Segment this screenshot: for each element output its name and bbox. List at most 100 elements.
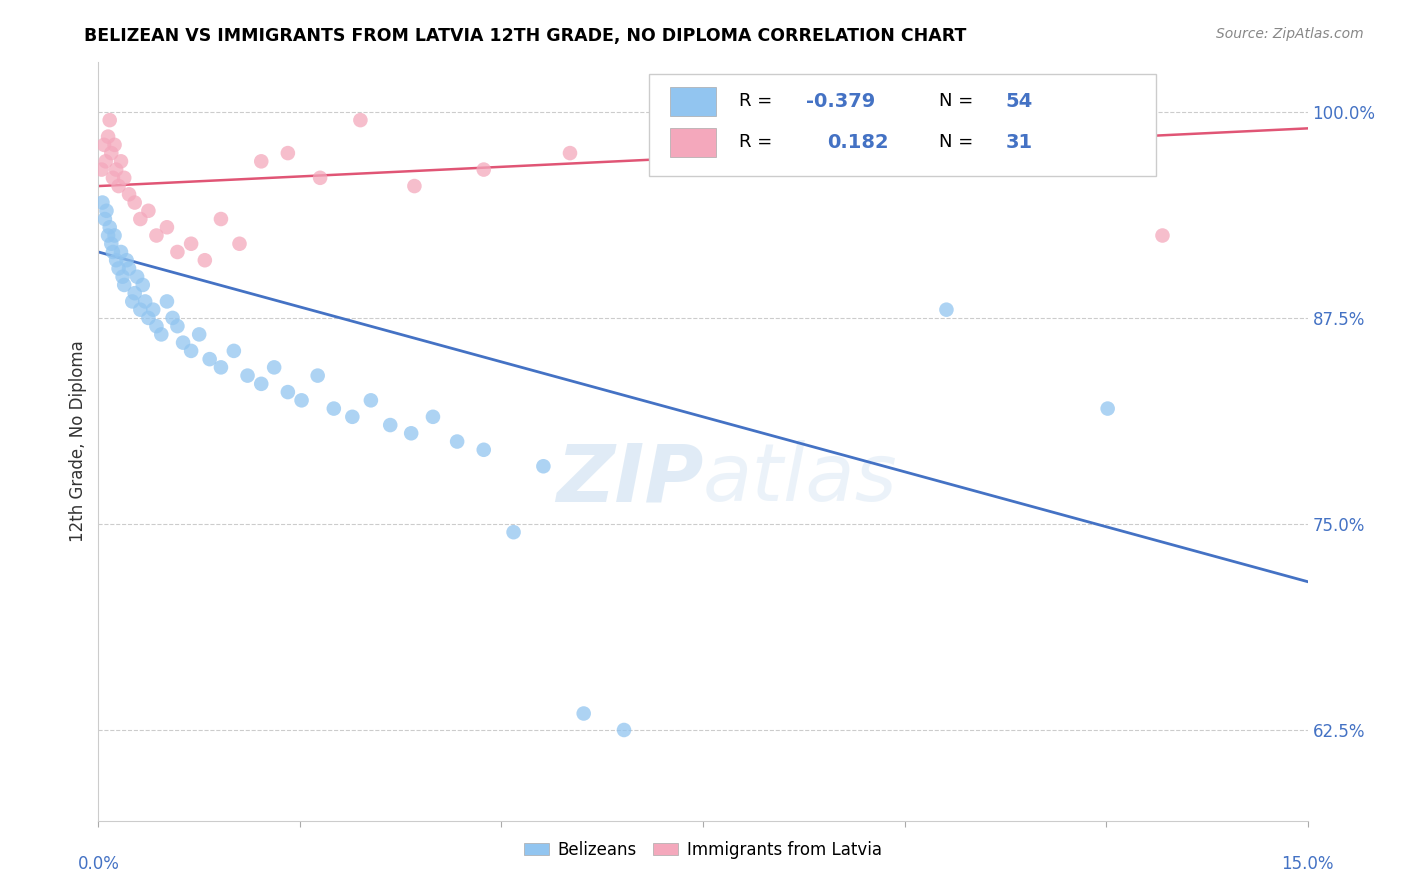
- Point: [156, 220, 179, 235]
- Point: [502, 525, 524, 540]
- Point: [404, 179, 426, 194]
- Text: 0.182: 0.182: [828, 133, 889, 152]
- Point: [110, 244, 132, 259]
- Text: N =: N =: [939, 92, 979, 110]
- Point: [558, 146, 581, 161]
- Point: [105, 162, 128, 177]
- Point: [422, 409, 444, 424]
- Point: [472, 442, 495, 457]
- Point: [121, 294, 143, 309]
- Point: [188, 327, 211, 342]
- Point: [228, 236, 250, 251]
- Point: [180, 343, 202, 358]
- Point: [129, 212, 152, 227]
- Point: [935, 302, 957, 317]
- Text: ZIP: ZIP: [555, 441, 703, 518]
- Point: [112, 170, 135, 185]
- Point: [100, 146, 122, 161]
- Text: R =: R =: [740, 133, 779, 151]
- Point: [399, 426, 422, 441]
- Point: [107, 261, 129, 276]
- Point: [93, 137, 115, 152]
- Point: [118, 261, 141, 276]
- Point: [103, 137, 125, 152]
- Point: [132, 277, 155, 292]
- Point: [209, 360, 232, 375]
- Point: [156, 294, 179, 309]
- Text: N =: N =: [939, 133, 979, 151]
- Point: [172, 335, 194, 350]
- Point: [250, 154, 273, 169]
- Point: [142, 302, 165, 317]
- Text: Source: ZipAtlas.com: Source: ZipAtlas.com: [1216, 27, 1364, 41]
- FancyBboxPatch shape: [671, 128, 716, 157]
- Point: [360, 393, 382, 408]
- Text: 15.0%: 15.0%: [1281, 855, 1334, 873]
- Legend: Belizeans, Immigrants from Latvia: Belizeans, Immigrants from Latvia: [517, 834, 889, 865]
- Point: [129, 302, 152, 317]
- Point: [134, 294, 156, 309]
- Point: [91, 195, 114, 210]
- Point: [97, 228, 120, 243]
- Y-axis label: 12th Grade, No Diploma: 12th Grade, No Diploma: [69, 341, 87, 542]
- Point: [96, 203, 118, 218]
- Point: [98, 220, 121, 235]
- Point: [145, 228, 167, 243]
- Point: [322, 401, 344, 416]
- Point: [349, 113, 371, 128]
- Point: [97, 129, 120, 144]
- Point: [98, 113, 121, 128]
- Point: [90, 162, 112, 177]
- Text: 31: 31: [1005, 133, 1032, 152]
- Text: -0.379: -0.379: [806, 92, 875, 111]
- Point: [94, 212, 117, 227]
- Point: [127, 269, 149, 284]
- Point: [263, 360, 285, 375]
- Point: [112, 277, 135, 292]
- Point: [105, 253, 128, 268]
- Point: [166, 319, 188, 334]
- Point: [222, 343, 245, 358]
- Point: [162, 310, 184, 325]
- Point: [380, 418, 402, 433]
- Point: [277, 146, 299, 161]
- Point: [194, 253, 217, 268]
- Point: [166, 244, 188, 259]
- Text: 54: 54: [1005, 92, 1032, 111]
- Point: [101, 244, 124, 259]
- Text: 0.0%: 0.0%: [77, 855, 120, 873]
- Point: [446, 434, 468, 449]
- Point: [150, 327, 173, 342]
- Point: [100, 236, 122, 251]
- Point: [531, 459, 554, 474]
- Point: [138, 203, 160, 218]
- Point: [307, 368, 329, 383]
- Point: [111, 269, 134, 284]
- FancyBboxPatch shape: [648, 74, 1157, 177]
- Point: [115, 253, 138, 268]
- Point: [118, 187, 141, 202]
- Point: [309, 170, 332, 185]
- Point: [198, 352, 221, 367]
- Point: [290, 393, 312, 408]
- Point: [180, 236, 202, 251]
- Point: [250, 376, 273, 391]
- Point: [236, 368, 259, 383]
- Point: [103, 228, 125, 243]
- Point: [1152, 228, 1174, 243]
- Text: atlas: atlas: [703, 441, 898, 518]
- Point: [342, 409, 364, 424]
- Point: [472, 162, 495, 177]
- Point: [94, 154, 117, 169]
- Point: [572, 706, 595, 721]
- Point: [101, 170, 124, 185]
- Point: [138, 310, 160, 325]
- Point: [613, 723, 636, 737]
- Point: [124, 195, 146, 210]
- Point: [110, 154, 132, 169]
- Point: [107, 179, 129, 194]
- Text: BELIZEAN VS IMMIGRANTS FROM LATVIA 12TH GRADE, NO DIPLOMA CORRELATION CHART: BELIZEAN VS IMMIGRANTS FROM LATVIA 12TH …: [84, 27, 967, 45]
- Text: R =: R =: [740, 92, 779, 110]
- Point: [209, 212, 232, 227]
- Point: [124, 286, 146, 301]
